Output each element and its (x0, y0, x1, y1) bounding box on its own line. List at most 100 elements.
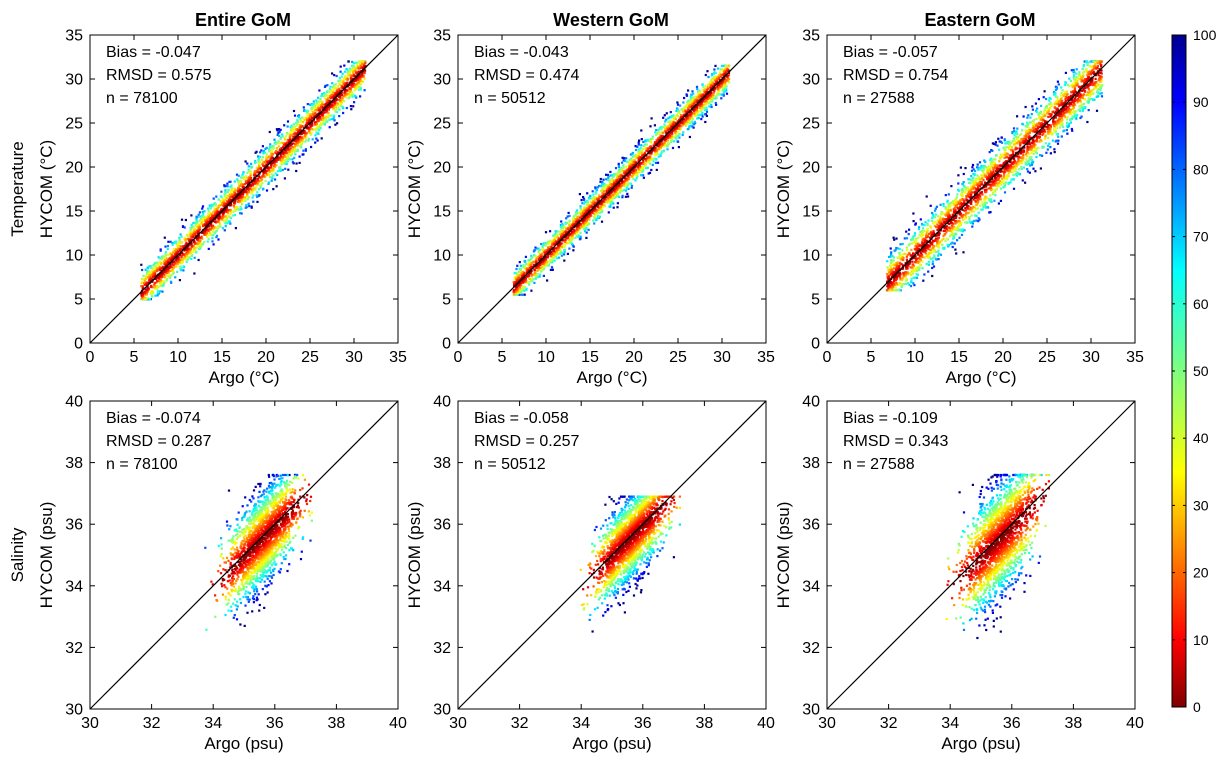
data-point (576, 209, 579, 212)
data-point (718, 86, 721, 89)
data-point (262, 173, 265, 176)
data-point (272, 174, 275, 177)
data-point (295, 142, 298, 145)
x-tick-label: 10 (169, 349, 187, 366)
data-point (312, 111, 315, 114)
data-point (629, 182, 632, 185)
data-point (536, 269, 539, 272)
data-point (179, 258, 182, 261)
data-point (312, 113, 315, 116)
data-point (160, 267, 163, 270)
data-point (275, 164, 278, 167)
data-point (285, 135, 288, 138)
data-point (181, 260, 184, 263)
data-point (208, 231, 211, 234)
data-point (164, 253, 167, 256)
data-point (344, 96, 347, 99)
data-point (687, 119, 690, 122)
data-point (601, 210, 604, 213)
data-point (657, 132, 660, 135)
data-point (548, 259, 552, 262)
data-point (259, 183, 262, 186)
data-point (692, 92, 695, 95)
data-point (559, 252, 562, 255)
data-point (523, 293, 526, 296)
data-point (188, 247, 191, 250)
data-point (325, 118, 328, 121)
data-point (315, 101, 318, 105)
data-point (302, 121, 305, 124)
data-point (653, 154, 656, 157)
data-point (147, 276, 150, 279)
data-point (170, 274, 173, 277)
data-point (173, 241, 176, 244)
data-point (656, 152, 659, 156)
data-point (637, 141, 640, 144)
data-point (637, 170, 640, 173)
data-point (338, 115, 341, 118)
data-point (572, 221, 575, 224)
data-point (530, 278, 533, 281)
data-point (679, 113, 683, 117)
data-point (159, 260, 162, 263)
data-point (336, 91, 339, 94)
data-point (588, 195, 591, 198)
data-point (585, 227, 588, 231)
data-point (617, 186, 620, 189)
data-point (177, 249, 180, 252)
data-point (166, 269, 169, 272)
data-point (572, 249, 575, 252)
data-point (331, 82, 334, 85)
data-point (140, 263, 143, 266)
data-point (189, 231, 192, 234)
data-point (350, 64, 354, 67)
data-point (303, 134, 306, 137)
data-point (192, 249, 195, 252)
data-point (159, 282, 162, 285)
data-point (602, 203, 605, 206)
data-point (349, 77, 352, 80)
data-point (341, 105, 344, 108)
data-point (332, 106, 336, 110)
data-point (272, 164, 275, 167)
data-point (724, 79, 727, 82)
data-point (539, 249, 542, 252)
data-point (665, 118, 668, 121)
data-point (249, 170, 252, 173)
data-point (703, 108, 707, 112)
data-point (318, 103, 321, 106)
data-point (247, 168, 250, 171)
data-point (224, 196, 227, 199)
data-point (320, 113, 324, 117)
data-point (263, 151, 267, 154)
data-point (283, 177, 286, 180)
data-point (585, 231, 588, 234)
data-point (666, 126, 669, 129)
data-point (585, 226, 588, 229)
data-point (674, 117, 677, 121)
data-point (280, 146, 283, 150)
data-point (354, 67, 357, 70)
data-point (265, 156, 268, 159)
data-point (692, 126, 695, 129)
data-point (232, 201, 236, 204)
data-point (345, 78, 348, 81)
data-point (616, 191, 619, 194)
data-point (215, 220, 218, 223)
data-point (685, 93, 688, 96)
data-point (359, 77, 362, 80)
data-point (300, 142, 303, 145)
data-point (150, 273, 153, 276)
data-point (640, 144, 643, 147)
data-point (683, 96, 686, 100)
data-point (617, 172, 620, 175)
data-point (252, 187, 255, 190)
data-point (342, 107, 345, 110)
data-point (228, 221, 231, 224)
data-point (599, 180, 602, 183)
data-point (336, 88, 339, 91)
data-point (261, 175, 264, 178)
data-point (159, 284, 162, 287)
data-point (276, 142, 280, 145)
data-point (224, 221, 227, 225)
